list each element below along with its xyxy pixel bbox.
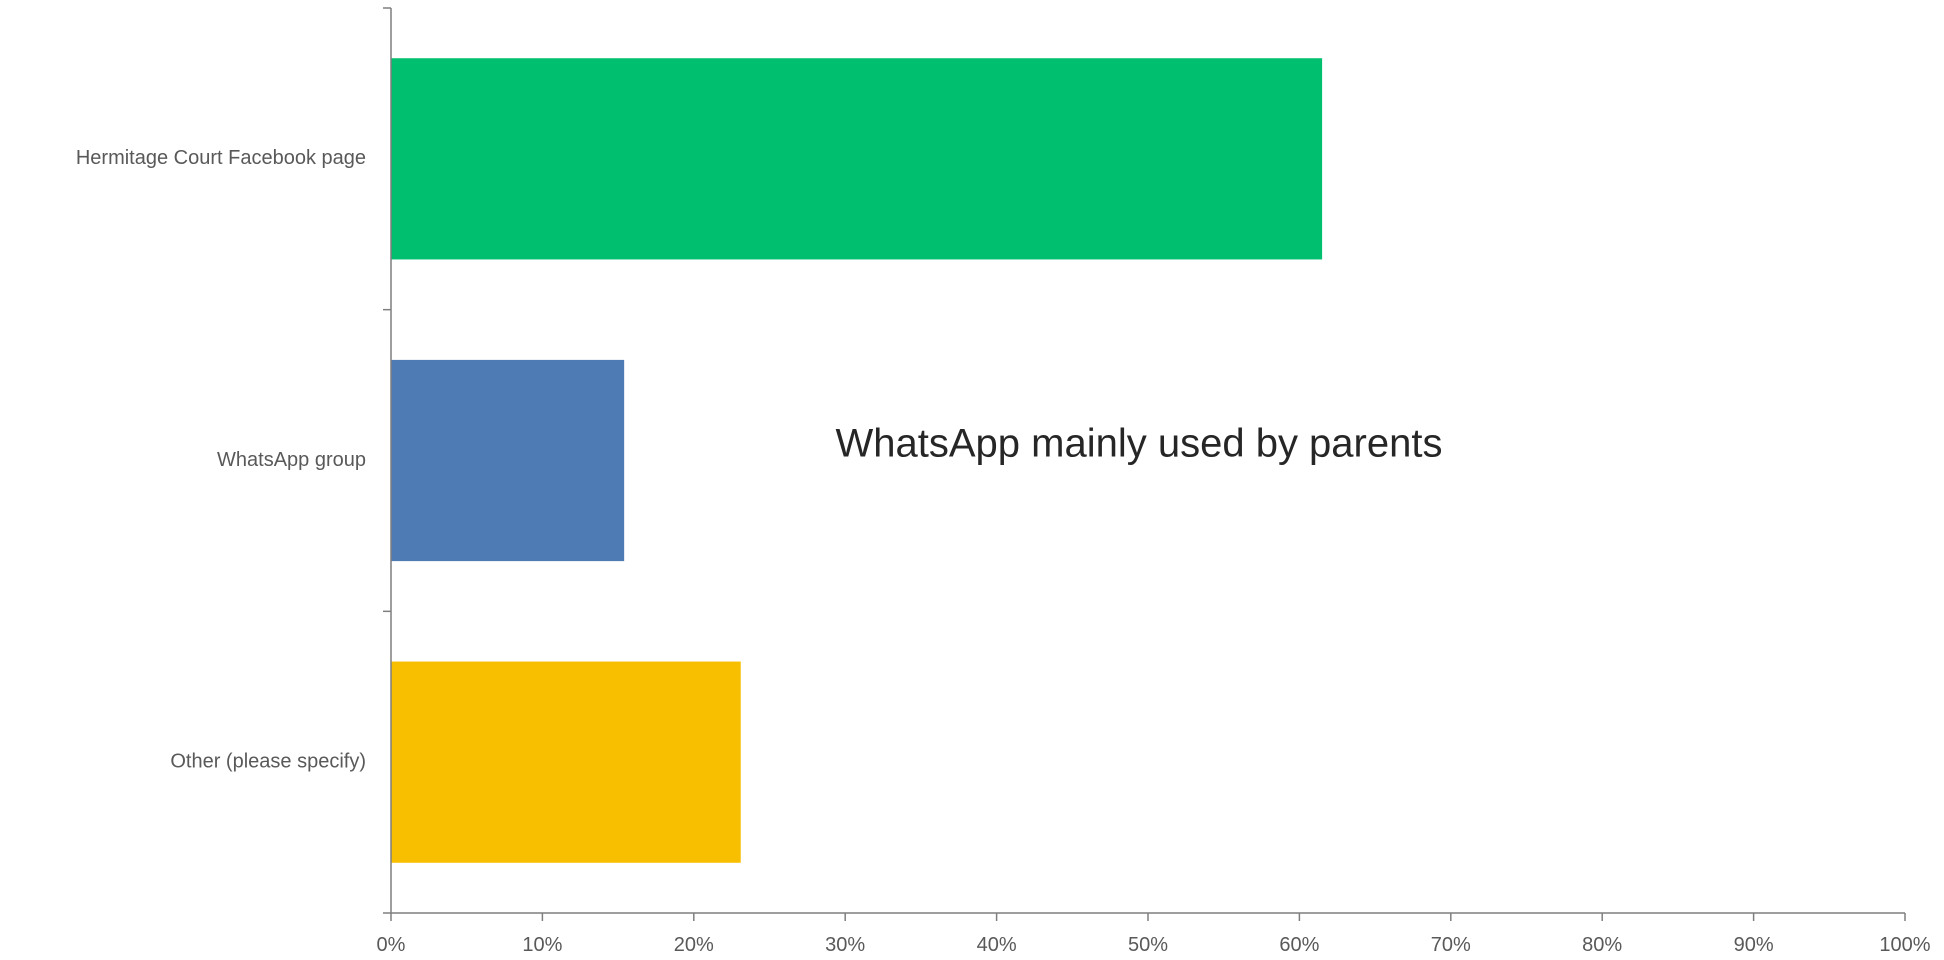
- x-tick-label: 50%: [1128, 934, 1168, 956]
- x-tick-label: 100%: [1879, 934, 1930, 956]
- chart-annotation: WhatsApp mainly used by parents: [836, 422, 1443, 466]
- x-tick-label: 90%: [1734, 934, 1774, 956]
- bar-hermitage-court-facebook-page: [391, 58, 1323, 260]
- x-tick-label: 40%: [977, 934, 1017, 956]
- bars-group: [391, 58, 1323, 863]
- x-tick-label: 20%: [674, 934, 714, 956]
- category-label: WhatsApp group: [217, 449, 366, 471]
- category-labels-group: Hermitage Court Facebook page WhatsApp gr…: [76, 147, 366, 772]
- x-tick-label: 30%: [825, 934, 865, 956]
- category-label: Other (please specify): [170, 750, 366, 772]
- x-tick-label: 10%: [522, 934, 562, 956]
- x-tick-label: 80%: [1582, 934, 1622, 956]
- x-tick-label: 0%: [377, 934, 406, 956]
- bar-whatsapp-group: [391, 359, 625, 562]
- tick-labels-group: 0% 10% 20% 30% 40% 50% 60% 70% 80% 90% 100%: [377, 934, 1931, 956]
- category-label: Hermitage Court Facebook page: [76, 147, 366, 169]
- bar-other-please-specify: [391, 661, 741, 863]
- x-tick-label: 60%: [1279, 934, 1319, 956]
- axes-group: [383, 7, 1906, 921]
- x-tick-label: 70%: [1431, 934, 1471, 956]
